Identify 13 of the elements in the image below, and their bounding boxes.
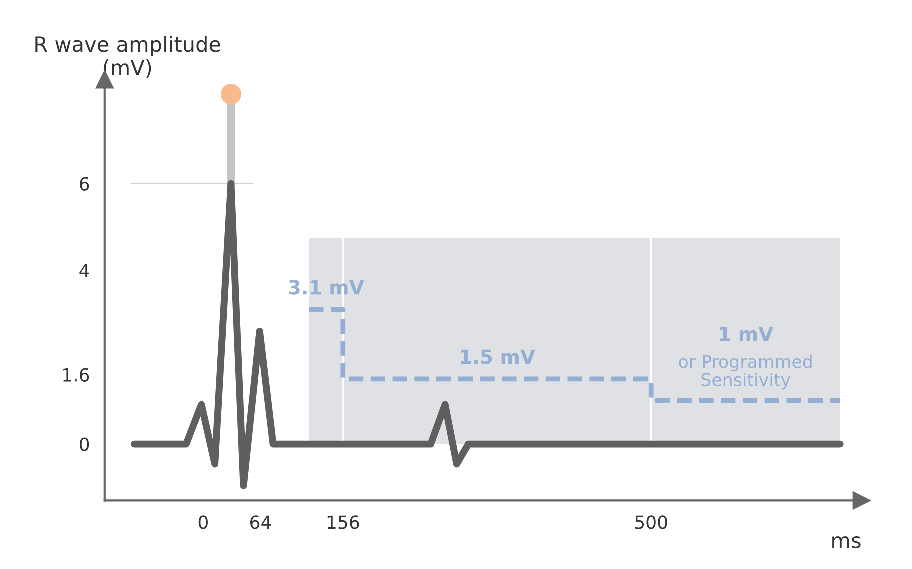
x-tick-label: 500 [635,516,668,530]
x-tick-label: 156 [328,516,360,530]
x-tick-label: 64 [250,516,272,530]
x-axis-title: ms [832,536,861,548]
annotation: 3.1 mV [289,280,364,295]
y-tick-label: 6 [80,177,90,191]
x-tick-label: 0 [198,516,208,530]
y-tick-label: 0 [80,438,90,452]
annotation: or Programmed Sensitivity [679,354,812,390]
y-tick-label: 1.6 [64,368,90,382]
annotation: 1 mV [720,327,774,342]
y-tick-label: 4 [80,264,90,278]
annotation: 1.5 mV [461,350,536,364]
